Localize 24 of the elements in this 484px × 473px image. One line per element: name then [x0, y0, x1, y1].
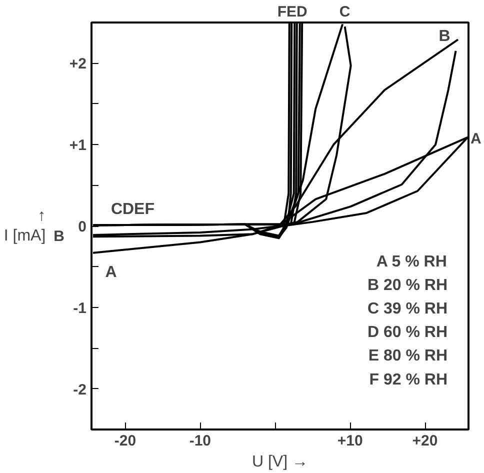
annotation: B	[438, 28, 450, 45]
x-tick-label: -10	[189, 432, 212, 450]
x-tick-label: +10	[337, 432, 363, 450]
x-axis-title: U [V] →	[252, 454, 308, 470]
text: A	[470, 130, 482, 148]
y-tick-label: 0	[78, 218, 86, 236]
annotation: E 80 % RH	[368, 348, 448, 365]
x-tick-label: -20	[114, 432, 136, 450]
annotation: C 39 % RH	[367, 300, 448, 318]
text: B	[54, 228, 65, 246]
annotation: A 5 % RH	[376, 253, 447, 270]
x-tick-label: +20	[412, 432, 438, 450]
y-tick-label: +2	[69, 56, 87, 73]
annotation: CDEF	[110, 201, 155, 218]
y-axis-title: ↑ I [mA]	[4, 207, 46, 245]
y-tick-label: +1	[69, 137, 87, 154]
y-tick-label: -2	[73, 381, 87, 398]
text: C	[339, 4, 350, 20]
annotation: F 92 % RH	[369, 371, 448, 388]
annotation: A	[105, 264, 118, 281]
annotation: D 60 % RH	[367, 324, 448, 342]
annotation: B 20 % RH	[367, 276, 448, 294]
text: FED	[277, 4, 308, 20]
y-tick-label: -1	[73, 300, 87, 317]
